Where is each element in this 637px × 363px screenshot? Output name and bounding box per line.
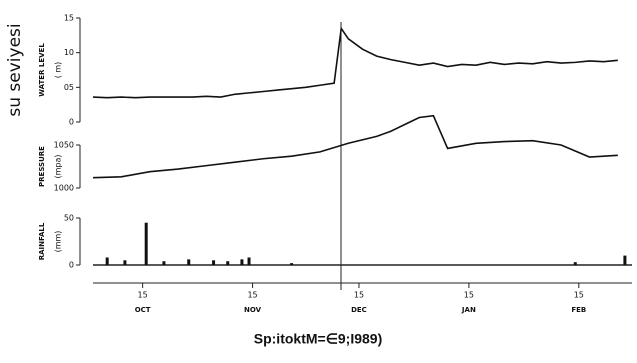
x-tick-label: 15 (464, 291, 474, 300)
data-line (92, 114, 618, 179)
bar (187, 259, 191, 265)
x-tick-label: 15 (574, 291, 584, 300)
y-tick-label: 15 (64, 14, 74, 23)
data-line (92, 26, 618, 99)
month-label: DEC (351, 306, 367, 314)
month-label: JAN (461, 306, 476, 314)
bar (123, 260, 127, 265)
y-axis-label: WATER LEVEL (38, 43, 46, 97)
y-axis-label: RAINFALL (38, 222, 46, 260)
bar (226, 261, 230, 265)
y-tick-label: 1000 (54, 184, 74, 193)
y-tick-label: 10 (64, 48, 74, 57)
caption: Sp:itoktM=∈9;I989) (254, 331, 383, 347)
y-tick-label: 0 (69, 261, 74, 270)
side-label: su seviyesi (5, 23, 25, 116)
y-axis-label: PRESSURE (38, 146, 46, 187)
bar (144, 222, 148, 265)
bar (105, 257, 109, 265)
bar (240, 259, 244, 265)
month-label: OCT (135, 306, 151, 314)
y-axis-unit: ( m) (54, 62, 63, 79)
bar (212, 260, 216, 265)
month-label: NOV (244, 306, 262, 314)
bar (162, 261, 166, 265)
month-label: FEB (571, 306, 586, 314)
y-tick-label: 05 (64, 83, 74, 92)
bar (247, 257, 251, 265)
bar (573, 262, 577, 265)
y-tick-label: 0 (69, 118, 74, 127)
x-tick-label: 15 (138, 291, 148, 300)
y-axis-unit: (mpa) (54, 154, 63, 178)
bar (290, 263, 294, 265)
y-tick-label: 1050 (54, 141, 74, 150)
y-axis-unit: (mm) (54, 231, 63, 253)
y-tick-label: 50 (64, 214, 74, 223)
x-tick-label: 15 (354, 291, 364, 300)
bar (623, 255, 627, 265)
x-tick-label: 15 (247, 291, 257, 300)
